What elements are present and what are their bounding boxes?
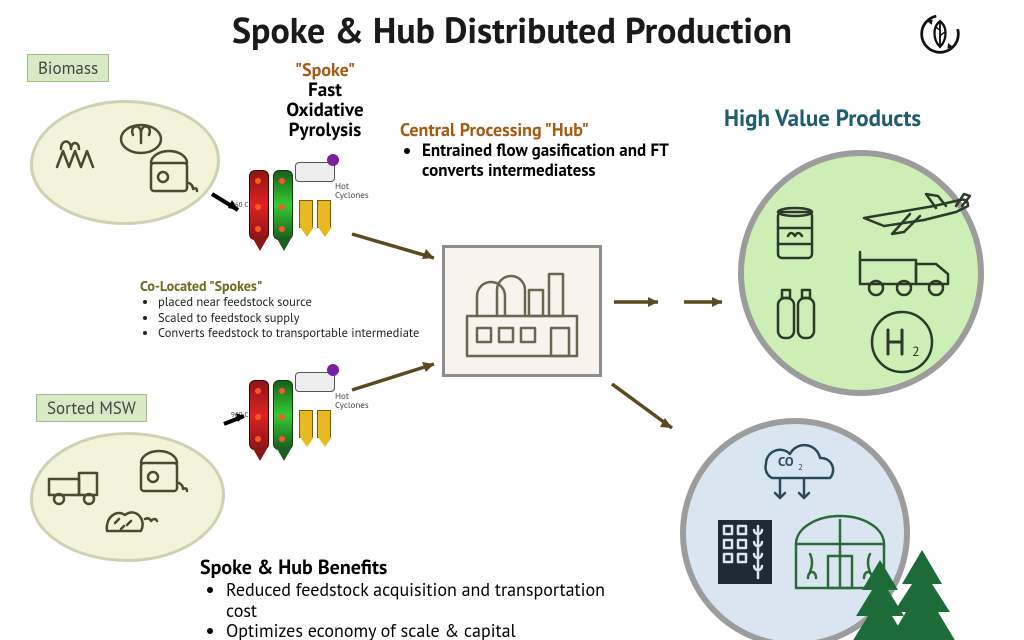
sorted-msw-tag: Sorted MSW — [36, 394, 147, 422]
biomass-feedstock-blob — [30, 100, 220, 225]
high-value-products-blob: 2 — [738, 150, 984, 396]
central-hub-box — [442, 245, 602, 377]
biomass-icons — [33, 103, 223, 228]
msw-feedstock-blob — [30, 432, 225, 562]
arrow-hub-to-gap — [612, 292, 672, 312]
factory-icon — [457, 256, 587, 366]
pine-trees-icon — [850, 550, 960, 640]
arrow-spoke1-to-hub — [350, 228, 450, 268]
spoke-label: "Spoke" Fast Oxidative Pyrolysis — [240, 58, 410, 141]
arrow-biomass-to-spoke — [210, 190, 250, 220]
arrow-msw-to-spoke — [222, 410, 252, 430]
biomass-tag: Biomass — [27, 54, 109, 82]
products-heading: High Value Products — [724, 104, 921, 133]
svg-text:2: 2 — [912, 342, 920, 360]
svg-text:2: 2 — [798, 462, 803, 473]
pyrolysis-unit-bottom: 960 C HotCyclones — [245, 370, 355, 480]
benefits-text: Spoke & Hub Benefits Reduced feedstock a… — [200, 554, 620, 640]
pyrolysis-unit-top: 960 C HotCyclones — [245, 160, 355, 270]
colocated-spokes-text: Co-Located "Spokes" placed near feedstoc… — [140, 277, 440, 342]
arrow-gap-to-products — [682, 292, 736, 312]
arrow-hub-to-carbon — [608, 380, 688, 440]
msw-icons — [33, 435, 228, 565]
products-icons: 2 — [744, 156, 990, 402]
svg-text:CO: CO — [778, 453, 794, 470]
arrow-spoke2-to-hub — [350, 356, 450, 396]
eco-leaf-cycle-icon — [918, 12, 962, 56]
hub-label: Central Processing "Hub" Entrained flow … — [400, 118, 670, 180]
page-title: Spoke & Hub Distributed Production — [0, 6, 1024, 53]
